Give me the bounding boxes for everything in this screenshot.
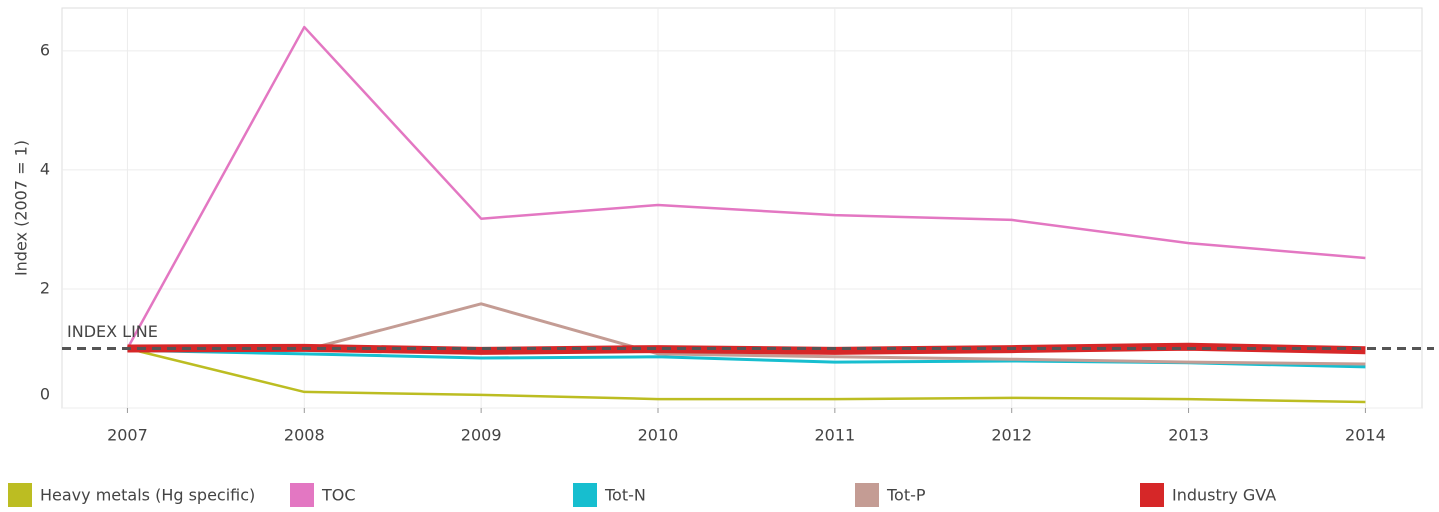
index-line-label: INDEX LINE (67, 322, 158, 341)
legend-swatch (573, 483, 597, 507)
x-tick-label: 2010 (638, 426, 679, 445)
x-tick-label: 2013 (1168, 426, 1209, 445)
legend-swatch (1140, 483, 1164, 507)
x-tick-label: 2012 (991, 426, 1032, 445)
legend-swatch (855, 483, 879, 507)
x-tick-label: 2009 (461, 426, 502, 445)
legend-label: Heavy metals (Hg specific) (40, 486, 255, 505)
legend-item[interactable]: Tot-P (855, 483, 926, 507)
legend-item[interactable]: Heavy metals (Hg specific) (8, 483, 255, 507)
legend-swatch (8, 483, 32, 507)
legend-item[interactable]: TOC (290, 483, 356, 507)
legend-label: Industry GVA (1172, 486, 1276, 505)
series-line (127, 347, 1366, 404)
legend-label: Tot-N (604, 486, 646, 505)
series-line (127, 302, 1366, 366)
x-tick-label: 2014 (1345, 426, 1386, 445)
x-tick-label: 2007 (107, 426, 148, 445)
legend-swatch (290, 483, 314, 507)
legend-item[interactable]: Industry GVA (1140, 483, 1276, 507)
y-tick-label: 2 (40, 278, 50, 297)
y-axis-label: Index (2007 = 1) (12, 140, 31, 276)
y-tick-label: 0 (40, 385, 50, 404)
y-tick-label: 4 (40, 159, 50, 178)
series-line (126, 25, 1366, 350)
legend-label: TOC (321, 486, 356, 505)
y-tick-label: 6 (40, 40, 50, 59)
x-tick-label: 2008 (284, 426, 325, 445)
legend-item[interactable]: Tot-N (573, 483, 646, 507)
legend-label: Tot-P (886, 486, 926, 505)
x-tick-label: 2011 (814, 426, 855, 445)
